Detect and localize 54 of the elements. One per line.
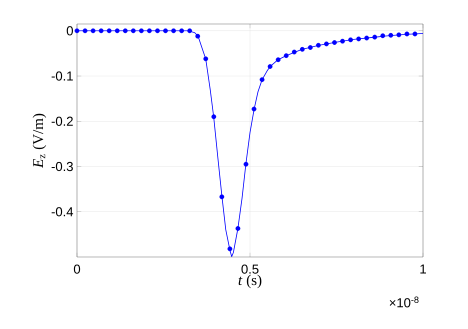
point bbox=[98, 28, 104, 34]
point bbox=[316, 42, 321, 48]
point bbox=[179, 28, 184, 34]
point bbox=[90, 28, 96, 34]
point bbox=[412, 32, 418, 36]
point bbox=[155, 28, 160, 34]
y-tick-label: -0.1 bbox=[52, 71, 73, 81]
point bbox=[244, 162, 248, 167]
x-axis-title: t (s) bbox=[238, 274, 262, 288]
point bbox=[252, 106, 256, 112]
point bbox=[276, 57, 281, 62]
point bbox=[340, 38, 345, 44]
point bbox=[187, 28, 192, 34]
point bbox=[219, 194, 224, 200]
y-tick-label: -0.4 bbox=[52, 207, 74, 216]
point bbox=[147, 28, 152, 34]
y-tick-label: 0 bbox=[66, 26, 73, 36]
point bbox=[74, 28, 80, 34]
point bbox=[372, 34, 378, 40]
point bbox=[380, 33, 386, 38]
point bbox=[195, 34, 200, 39]
point bbox=[82, 28, 88, 34]
point bbox=[211, 114, 216, 120]
point bbox=[260, 77, 264, 82]
point bbox=[356, 36, 362, 42]
y-axis-title: E$_{z}$ (V/m) bbox=[32, 114, 46, 168]
point bbox=[300, 46, 305, 52]
point bbox=[364, 36, 370, 40]
x-tick-label: 1 bbox=[420, 264, 426, 274]
point bbox=[348, 37, 353, 42]
text: ×10$^{-8}$ bbox=[390, 296, 419, 308]
point bbox=[130, 28, 136, 34]
x-tick-label: 0 bbox=[74, 264, 80, 274]
point bbox=[396, 32, 402, 38]
point bbox=[268, 64, 273, 69]
point bbox=[388, 32, 394, 38]
point bbox=[138, 28, 144, 34]
point bbox=[332, 40, 337, 45]
point bbox=[324, 42, 329, 46]
point bbox=[228, 246, 232, 252]
y-tick-label: -0.3 bbox=[52, 162, 73, 172]
y-tick-label: -0.2 bbox=[52, 116, 73, 126]
point bbox=[236, 226, 240, 231]
point bbox=[292, 50, 297, 54]
point bbox=[284, 53, 289, 58]
point bbox=[106, 28, 112, 34]
point bbox=[163, 28, 168, 34]
point bbox=[203, 56, 208, 62]
point bbox=[171, 28, 176, 34]
x-tick-label: 0.5 bbox=[241, 264, 258, 274]
point bbox=[122, 28, 128, 34]
point bbox=[114, 28, 120, 34]
point bbox=[308, 45, 313, 50]
point bbox=[404, 32, 410, 36]
